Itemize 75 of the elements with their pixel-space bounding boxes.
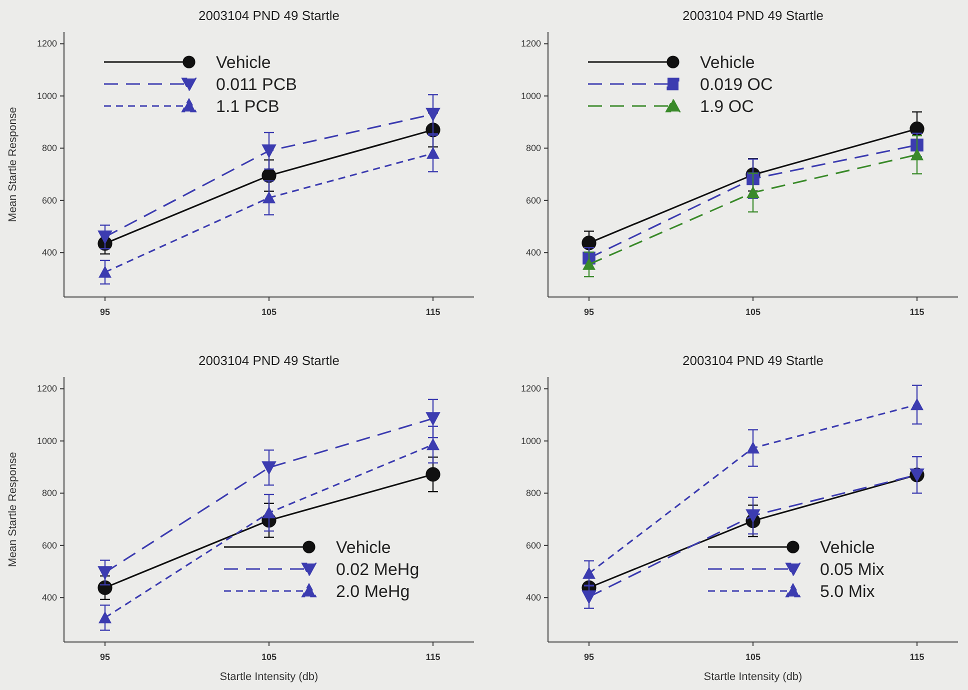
y-tick-label: 800 [42, 488, 57, 498]
point [746, 186, 760, 198]
y-tick-label: 1200 [36, 384, 57, 394]
y-tick-label: 600 [42, 540, 57, 550]
x-tick-label: 95 [584, 652, 594, 662]
legend-label: 0.011 PCB [216, 75, 297, 94]
x-tick-label: 95 [584, 307, 594, 317]
point [98, 566, 112, 580]
point [426, 412, 440, 426]
point [582, 258, 596, 270]
x-tick-label: 115 [426, 307, 440, 317]
x-tick-label: 95 [100, 652, 110, 662]
y-tick-label: 1000 [520, 90, 541, 101]
point [746, 509, 760, 524]
x-tick-label: 105 [745, 307, 761, 317]
y-axis-title: Mean Startle Response [7, 107, 19, 222]
y-tick-label: 1200 [520, 38, 541, 49]
legend-label: 0.019 OC [700, 75, 773, 94]
x-tick-label: 105 [261, 307, 277, 317]
y-tick-label: 1200 [36, 38, 57, 49]
x-tick-label: 95 [100, 307, 110, 317]
x-tick-label: 115 [910, 652, 924, 662]
point [582, 236, 596, 250]
legend-label: Vehicle [820, 538, 875, 557]
point [98, 611, 112, 624]
y-tick-label: 1200 [520, 384, 541, 394]
legend-label: 2.0 MeHg [336, 582, 410, 601]
point [582, 566, 596, 579]
point [910, 398, 924, 410]
y-tick-label: 400 [42, 592, 57, 603]
y-tick-label: 400 [526, 592, 541, 603]
y-tick-label: 1000 [36, 436, 57, 446]
legend-label: Vehicle [216, 53, 271, 72]
x-tick-label: 105 [745, 652, 761, 662]
y-axis-title: Mean Startle Response [7, 452, 19, 567]
point [262, 461, 276, 475]
point [262, 191, 276, 204]
legend-label: 0.02 MeHg [336, 560, 420, 579]
legend-label: 1.1 PCB [216, 97, 280, 116]
chart-title: 2003104 PND 49 Startle [682, 8, 824, 23]
point [262, 506, 276, 518]
point [746, 442, 760, 454]
point [426, 438, 440, 450]
point [910, 148, 924, 160]
y-tick-label: 800 [42, 143, 57, 154]
y-tick-label: 600 [42, 195, 57, 206]
point [98, 230, 112, 244]
y-tick-label: 600 [526, 195, 541, 206]
x-tick-label: 105 [261, 652, 277, 662]
y-tick-label: 600 [526, 540, 541, 550]
legend-label: Vehicle [336, 538, 391, 557]
y-tick-label: 400 [42, 248, 57, 258]
x-axis-title: Startle Intensity (db) [220, 671, 318, 683]
legend-label: Vehicle [700, 53, 755, 72]
point [910, 138, 924, 152]
y-tick-label: 400 [526, 248, 541, 258]
chart-title: 2003104 PND 49 Startle [198, 8, 340, 23]
legend-label: 0.05 Mix [820, 560, 885, 579]
legend-label: 5.0 Mix [820, 582, 876, 601]
y-tick-label: 1000 [520, 436, 541, 446]
point [426, 108, 440, 122]
x-tick-label: 115 [910, 307, 924, 317]
chart-title: 2003104 PND 49 Startle [198, 353, 340, 368]
point [262, 144, 276, 158]
y-tick-label: 800 [526, 488, 541, 498]
chart-title: 2003104 PND 49 Startle [682, 353, 824, 368]
x-axis-title: Startle Intensity (db) [704, 671, 802, 683]
point [426, 467, 440, 482]
point [582, 590, 596, 604]
point [426, 146, 440, 159]
y-tick-label: 800 [526, 143, 541, 154]
legend-label: 1.9 OC [700, 97, 754, 116]
y-tick-label: 1000 [36, 90, 57, 101]
x-tick-label: 115 [426, 652, 440, 662]
point [98, 266, 112, 278]
